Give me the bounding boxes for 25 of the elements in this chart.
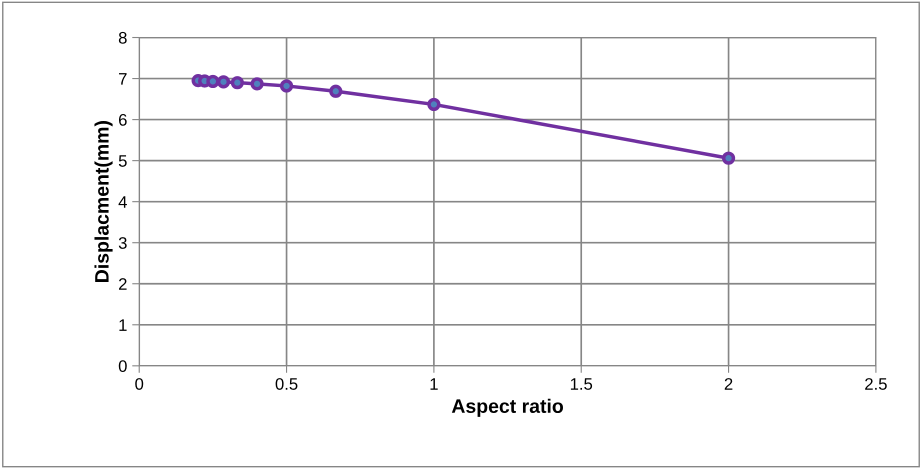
point bbox=[230, 76, 244, 90]
x-tick-label: 1.5 bbox=[570, 378, 592, 390]
point bbox=[216, 75, 230, 88]
y-tick-label: 2 bbox=[118, 278, 127, 290]
y-tick-label: 4 bbox=[118, 196, 127, 208]
point bbox=[329, 84, 342, 98]
point bbox=[427, 98, 440, 112]
y-axis-title: Displacment(mm) bbox=[94, 121, 113, 282]
point bbox=[250, 77, 264, 90]
x-tick-label: 0.5 bbox=[276, 378, 298, 390]
y-tick-label: 3 bbox=[118, 237, 127, 249]
point bbox=[722, 152, 736, 165]
y-tick-label: 1 bbox=[119, 319, 127, 331]
x-tick-label: 2.5 bbox=[865, 378, 887, 390]
x-tick-label: 1 bbox=[430, 378, 438, 390]
point bbox=[206, 74, 220, 88]
y-tick-label: 8 bbox=[118, 32, 127, 44]
x-tick-label: 0 bbox=[135, 378, 144, 390]
x-axis-title: Aspect ratio bbox=[452, 398, 563, 417]
y-tick-label: 6 bbox=[118, 114, 127, 126]
y-tick-label: 5 bbox=[118, 155, 127, 167]
y-tick-label: 7 bbox=[119, 73, 127, 85]
x-tick-label: 2 bbox=[724, 378, 732, 390]
y-tick-label: 0 bbox=[118, 360, 127, 372]
point bbox=[280, 79, 294, 93]
